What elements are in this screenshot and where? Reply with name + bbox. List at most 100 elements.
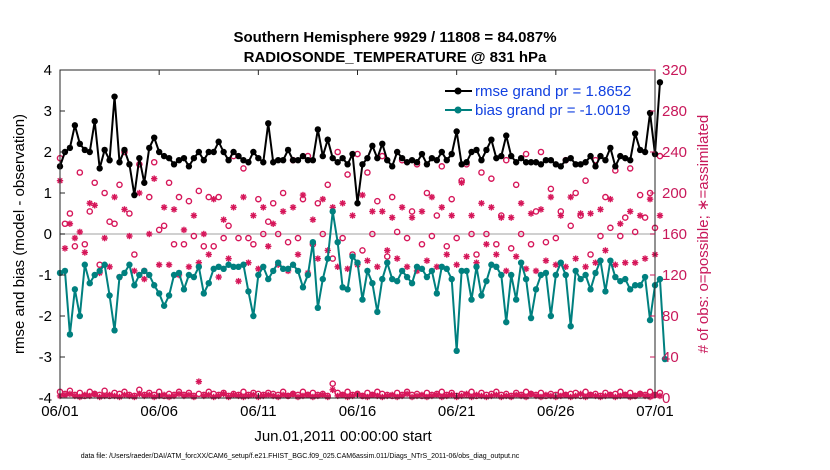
obs-assimilated-point xyxy=(488,204,495,211)
x-axis-ticks: 06/01 06/06 06/11 06/16 06/21 06/26 07/01 xyxy=(41,70,674,420)
obs-assimilated-point xyxy=(155,261,163,268)
obs-assimilated-point xyxy=(339,391,346,399)
obs-assimilated-point xyxy=(284,392,292,400)
bias-point xyxy=(220,265,227,273)
obs-assimilated-stroke xyxy=(622,259,629,266)
rmse-point xyxy=(369,142,376,150)
obs-assimilated-point xyxy=(190,212,198,219)
obs-possible-point xyxy=(453,234,460,242)
rmse-point xyxy=(622,154,629,162)
bias-point xyxy=(517,259,525,266)
bias-point xyxy=(512,296,520,303)
right-tick-label: 280 xyxy=(662,103,687,120)
rmse-point xyxy=(141,179,148,186)
obs-possible-point xyxy=(150,158,158,166)
obs-possible-point xyxy=(607,224,614,232)
obs-assimilated-stroke xyxy=(488,393,495,399)
right-axis-ticks: 320 280 240 200 160 120 80 40 0 xyxy=(650,62,687,407)
obs-assimilated-point xyxy=(190,393,198,401)
rmse-point xyxy=(170,161,178,168)
obs-possible-point xyxy=(359,247,366,254)
obs-assimilated-point xyxy=(126,232,133,240)
obs-assimilated-stroke xyxy=(186,264,192,270)
obs-assimilated-stroke xyxy=(315,393,321,399)
obs-assimilated-point xyxy=(468,393,475,401)
obs-assimilated-stroke xyxy=(374,264,381,270)
obs-assimilated-stroke xyxy=(627,394,634,400)
obs-assimilated-point xyxy=(498,393,505,401)
obs-assimilated-point xyxy=(641,255,649,262)
obs-assimilated-point xyxy=(527,210,535,217)
x-tick-label: 06/06 xyxy=(140,403,178,420)
obs-assimilated-stroke xyxy=(136,391,143,397)
bias-point xyxy=(468,296,475,303)
bias-point xyxy=(86,280,93,287)
rmse-point xyxy=(592,163,599,170)
obs-possible-point xyxy=(597,232,604,240)
obs-assimilated-point xyxy=(582,263,589,270)
bias-point xyxy=(374,308,381,316)
bias-point xyxy=(339,284,346,291)
obs-assimilated-stroke xyxy=(567,394,574,400)
bias-point xyxy=(304,271,312,279)
obs-assimilated-point xyxy=(443,251,450,258)
obs-assimilated-point xyxy=(136,390,143,398)
obs-assimilated-stroke xyxy=(344,266,351,272)
rmse-point xyxy=(493,154,500,162)
bias-point xyxy=(121,269,128,277)
obs-assimilated-stroke xyxy=(324,394,331,400)
obs-possible-point xyxy=(448,195,456,203)
obs-assimilated-stroke xyxy=(265,243,272,250)
rmse-point xyxy=(76,140,84,147)
obs-assimilated-point xyxy=(309,393,317,401)
rmse-point xyxy=(250,148,257,156)
obs-assimilated-stroke xyxy=(121,392,128,398)
obs-assimilated-point xyxy=(86,200,93,207)
obs-assimilated-stroke xyxy=(369,208,376,215)
obs-assimilated-stroke xyxy=(582,394,589,400)
obs-assimilated-stroke xyxy=(627,208,634,215)
obs-assimilated-stroke xyxy=(597,206,604,213)
obs-assimilated-point xyxy=(141,392,148,400)
obs-assimilated-stroke xyxy=(62,392,68,398)
obs-assimilated-point xyxy=(582,393,589,401)
obs-assimilated-stroke xyxy=(533,268,539,274)
obs-assimilated-stroke xyxy=(458,179,465,186)
rmse-point xyxy=(329,154,336,162)
obs-possible-point xyxy=(369,230,376,238)
obs-assimilated-point xyxy=(438,204,445,211)
obs-assimilated-stroke xyxy=(572,255,579,262)
obs-assimilated-point xyxy=(180,392,188,400)
obs-assimilated-point xyxy=(646,393,654,401)
rmse-point xyxy=(503,132,510,139)
obs-assimilated-stroke xyxy=(632,393,638,399)
rmse-point xyxy=(413,159,421,166)
rmse-point xyxy=(537,161,545,168)
obs-possible-point xyxy=(423,189,431,197)
obs-possible-point xyxy=(294,234,302,242)
obs-assimilated-point xyxy=(493,251,500,258)
obs-assimilated-stroke xyxy=(141,276,148,282)
obs-possible-point xyxy=(374,197,381,205)
obs-assimilated-stroke xyxy=(493,251,500,258)
obs-assimilated-stroke xyxy=(434,264,440,270)
obs-assimilated-stroke xyxy=(191,394,197,400)
obs-assimilated-point xyxy=(255,265,262,273)
bias-point xyxy=(91,271,98,279)
rmse-point xyxy=(319,152,326,160)
obs-assimilated-stroke xyxy=(528,210,534,217)
bias-point xyxy=(364,267,371,275)
obs-assimilated-point xyxy=(418,391,426,399)
obs-assimilated-stroke xyxy=(394,394,400,400)
rmse-point xyxy=(423,161,431,168)
obs-possible-point xyxy=(537,148,545,156)
rmse-point xyxy=(245,159,252,166)
obs-assimilated-stroke xyxy=(359,192,366,198)
obs-assimilated-point xyxy=(141,275,148,283)
bias-point xyxy=(354,259,361,266)
obs-assimilated-stroke xyxy=(186,392,192,398)
obs-assimilated-point xyxy=(612,261,619,268)
rmse-point xyxy=(344,161,351,168)
obs-assimilated-point xyxy=(369,208,376,215)
